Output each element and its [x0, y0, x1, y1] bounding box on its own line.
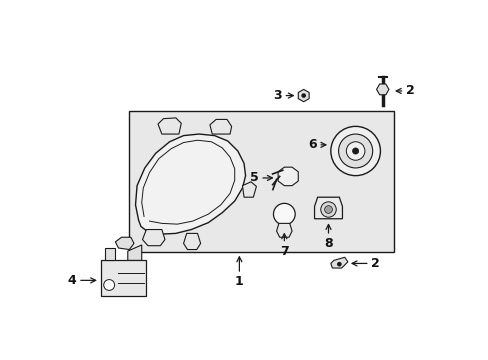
- Text: 5: 5: [249, 171, 272, 184]
- Text: 2: 2: [351, 257, 379, 270]
- Polygon shape: [376, 84, 388, 95]
- Circle shape: [324, 206, 332, 213]
- Text: 3: 3: [273, 89, 293, 102]
- Circle shape: [103, 280, 114, 291]
- Circle shape: [330, 126, 380, 176]
- Text: 6: 6: [307, 138, 325, 151]
- Polygon shape: [278, 167, 298, 186]
- Text: 8: 8: [324, 225, 332, 250]
- Polygon shape: [298, 89, 308, 102]
- Circle shape: [338, 134, 372, 168]
- Polygon shape: [209, 120, 231, 134]
- Polygon shape: [115, 237, 134, 249]
- Polygon shape: [183, 233, 200, 249]
- Polygon shape: [127, 245, 142, 260]
- Polygon shape: [330, 257, 347, 268]
- Polygon shape: [276, 223, 291, 237]
- Bar: [129, 111, 393, 252]
- Text: 1: 1: [235, 257, 243, 288]
- Polygon shape: [135, 134, 245, 234]
- Circle shape: [352, 148, 358, 154]
- Circle shape: [320, 202, 336, 217]
- Circle shape: [273, 203, 295, 225]
- Text: 7: 7: [279, 234, 288, 258]
- Bar: [101, 260, 146, 296]
- Circle shape: [346, 142, 364, 160]
- Polygon shape: [142, 230, 164, 246]
- Polygon shape: [158, 118, 181, 134]
- Text: 4: 4: [68, 274, 96, 287]
- Polygon shape: [242, 182, 256, 197]
- Circle shape: [301, 93, 305, 98]
- Polygon shape: [314, 197, 342, 219]
- Polygon shape: [104, 248, 115, 260]
- Text: 2: 2: [395, 85, 414, 98]
- Circle shape: [336, 262, 341, 266]
